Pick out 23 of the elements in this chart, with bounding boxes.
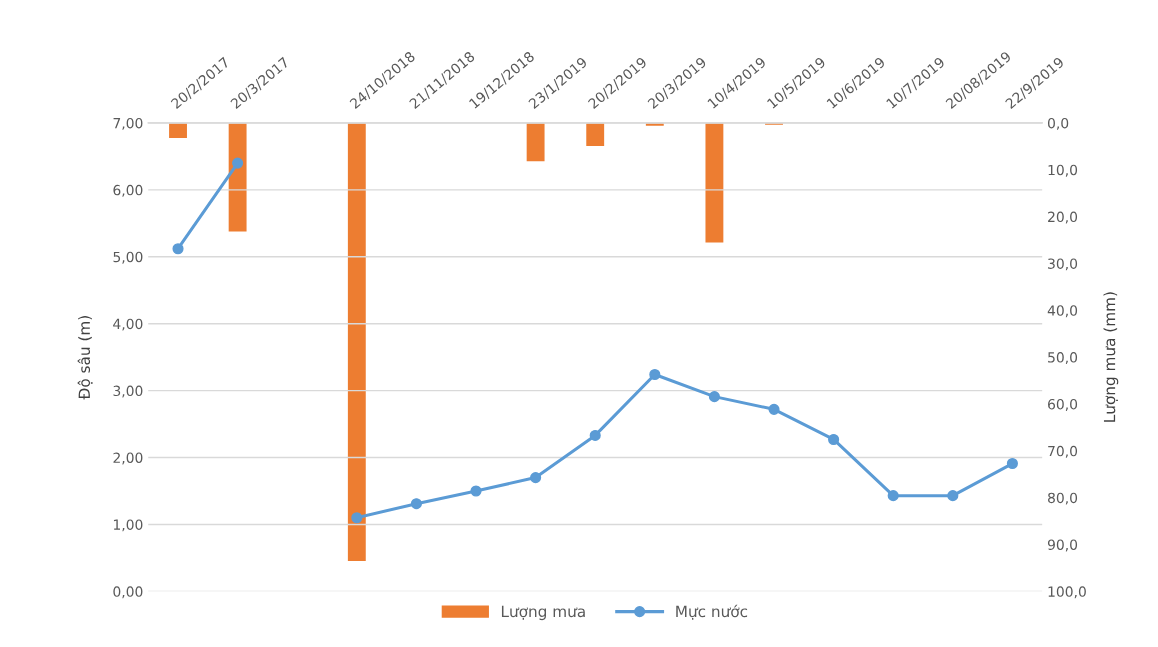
y2-tick-label: 50,0 bbox=[1048, 352, 1078, 365]
y2-tick-label: 70,0 bbox=[1048, 445, 1078, 458]
y2-tick-label: 0,0 bbox=[1047, 117, 1069, 130]
y-tick-label: 2,00 bbox=[113, 452, 143, 465]
y2-axis-title: Lượng mưa (mm) bbox=[1103, 292, 1119, 422]
y2-tick-label: 20,0 bbox=[1048, 211, 1078, 224]
y2-tick-label: 40,0 bbox=[1047, 305, 1078, 318]
y-tick-label: 7,00 bbox=[113, 117, 143, 130]
y2-tick-label: 100,0 bbox=[1048, 586, 1086, 599]
legend-label: Lượng mưa bbox=[501, 605, 585, 621]
y-tick-label: 5,00 bbox=[113, 251, 143, 264]
y2-tick-label: 10,0 bbox=[1048, 164, 1078, 177]
y2-tick-label: 60,0 bbox=[1048, 398, 1078, 411]
y2-tick-label: 80,0 bbox=[1048, 492, 1078, 505]
y-tick-label: 3,00 bbox=[113, 385, 143, 398]
y2-tick-label: 30,0 bbox=[1048, 258, 1078, 271]
y-tick-label: 4,00 bbox=[113, 318, 143, 331]
y-axis-title: Độ sâu (m) bbox=[77, 316, 93, 400]
y-tick-label: 0,00 bbox=[113, 586, 143, 599]
y2-tick-label: 90,0 bbox=[1047, 539, 1078, 552]
legend-label: Mực nước bbox=[676, 604, 748, 620]
y-tick-label: 1,00 bbox=[113, 519, 143, 532]
y-tick-label: 6,00 bbox=[113, 184, 143, 197]
